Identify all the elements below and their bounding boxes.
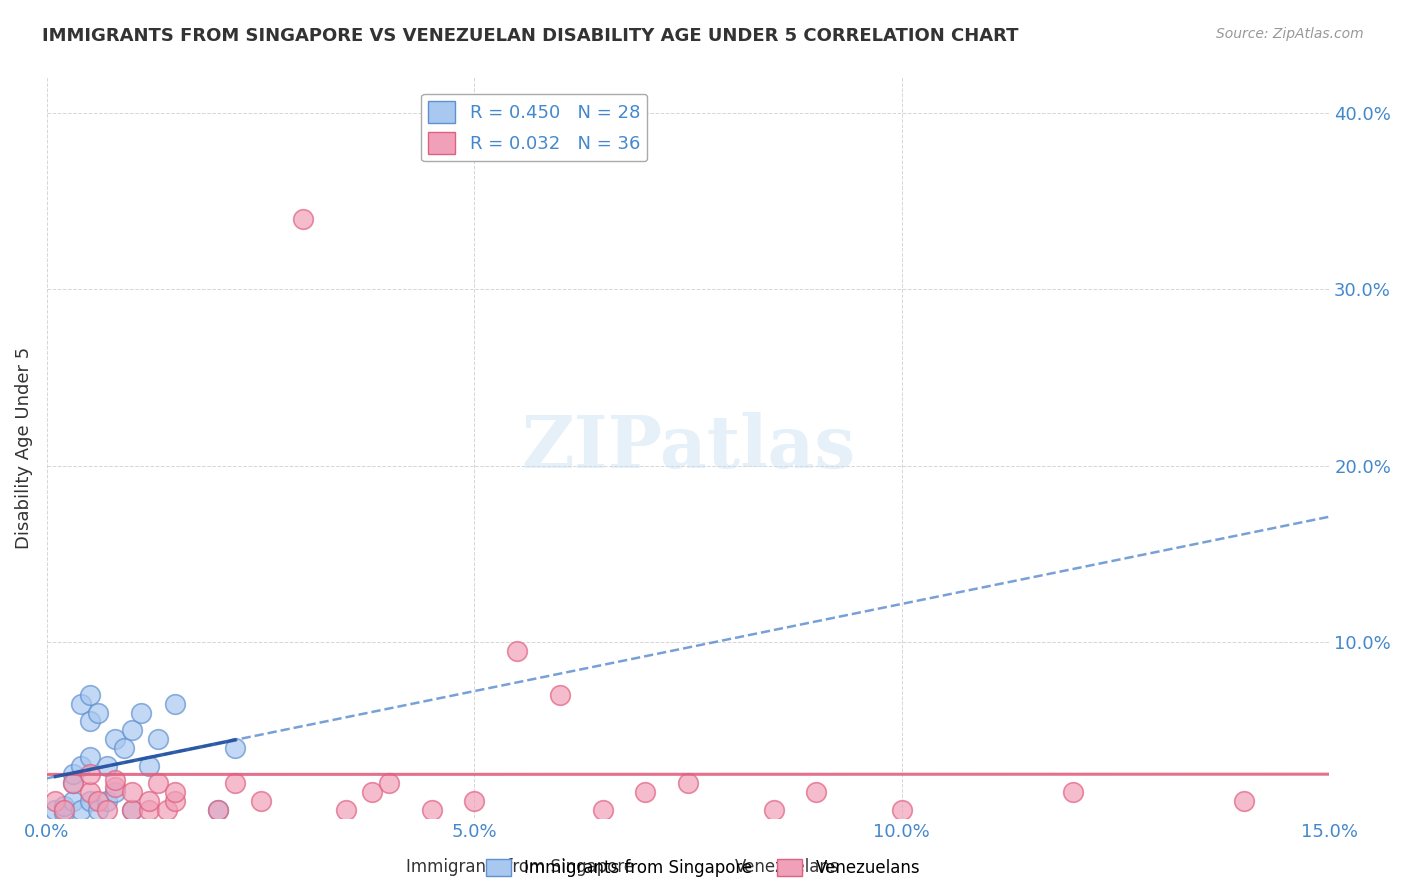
Text: Venezuelans: Venezuelans (735, 858, 839, 876)
Point (44, 803, 66, 817)
Point (79, 714, 101, 729)
Point (70, 758, 93, 772)
Point (104, 772, 127, 787)
Point (70, 697, 93, 711)
Point (70, 803, 93, 817)
Point (96, 758, 118, 772)
Point (62, 794, 84, 808)
Point (146, 776, 169, 790)
Point (62, 776, 84, 790)
Point (112, 740, 135, 755)
Point (87, 803, 110, 817)
Point (548, 688, 571, 702)
Point (146, 732, 169, 747)
Text: IMMIGRANTS FROM SINGAPORE VS VENEZUELAN DISABILITY AGE UNDER 5 CORRELATION CHART: IMMIGRANTS FROM SINGAPORE VS VENEZUELAN … (42, 27, 1019, 45)
Legend: R = 0.450   N = 28, R = 0.032   N = 36: R = 0.450 N = 28, R = 0.032 N = 36 (420, 94, 647, 161)
Point (378, 776, 401, 790)
Point (207, 803, 229, 817)
Point (335, 803, 357, 817)
Point (79, 688, 101, 702)
Point (207, 803, 229, 817)
Point (53, 799, 76, 814)
Text: ZIPatlas: ZIPatlas (522, 412, 855, 483)
Point (360, 785, 382, 799)
Point (96, 803, 118, 817)
Point (634, 785, 657, 799)
Point (155, 803, 177, 817)
Point (79, 767, 101, 781)
Point (224, 776, 246, 790)
Point (79, 785, 101, 799)
Point (79, 794, 101, 808)
Point (165, 785, 187, 799)
Point (138, 794, 160, 808)
Point (121, 785, 143, 799)
Point (121, 803, 143, 817)
Point (138, 758, 160, 772)
Point (249, 794, 271, 808)
Point (138, 803, 160, 817)
Point (53, 806, 76, 821)
Legend: Immigrants from Singapore, Venezuelans: Immigrants from Singapore, Venezuelans (479, 852, 927, 884)
Point (62, 767, 84, 781)
Text: Source: ZipAtlas.com: Source: ZipAtlas.com (1216, 27, 1364, 41)
Point (420, 803, 443, 817)
Point (104, 785, 127, 799)
Y-axis label: Disability Age Under 5: Disability Age Under 5 (15, 347, 32, 549)
Point (292, 211, 315, 226)
Point (463, 794, 485, 808)
Point (121, 723, 143, 738)
Point (890, 803, 912, 817)
Point (1233, 794, 1256, 808)
Point (104, 780, 127, 794)
Point (506, 644, 529, 658)
Point (592, 803, 614, 817)
Point (87, 706, 110, 720)
Point (676, 776, 699, 790)
Point (806, 785, 828, 799)
Point (44, 794, 66, 808)
Point (762, 803, 785, 817)
Point (79, 749, 101, 764)
Point (53, 803, 76, 817)
Point (224, 740, 246, 755)
Point (165, 697, 187, 711)
Point (96, 794, 118, 808)
Point (87, 794, 110, 808)
Point (1062, 785, 1084, 799)
Point (104, 732, 127, 747)
Text: Immigrants from Singapore: Immigrants from Singapore (406, 858, 634, 876)
Point (165, 794, 187, 808)
Point (121, 803, 143, 817)
Point (129, 706, 152, 720)
Point (62, 776, 84, 790)
